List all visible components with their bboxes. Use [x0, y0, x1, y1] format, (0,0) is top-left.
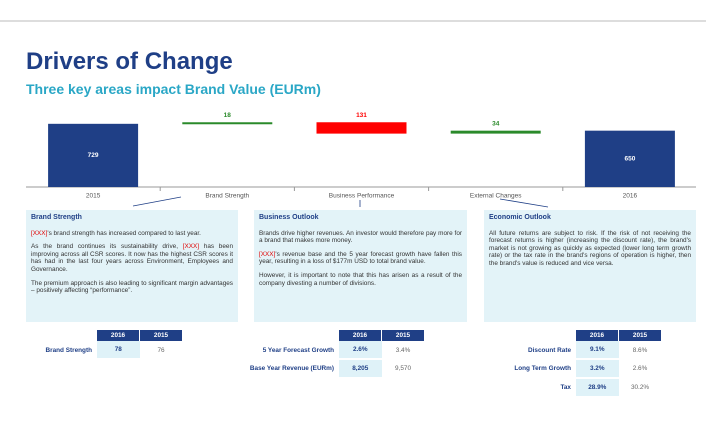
table-cell: 9,570 [395, 365, 411, 372]
header-cell: 2015 [618, 330, 662, 341]
subtitle: Three key areas impact Brand Value (EURm… [26, 81, 321, 97]
data-table: 2016 2015 Brand Strength 78 76 [36, 330, 183, 360]
table-cell: 9.1% [576, 341, 619, 360]
header-cell: 2016 [576, 330, 619, 341]
table-cell: 2.6% [339, 341, 382, 360]
header-cell: 2016 [97, 330, 140, 341]
value-label: 34 [492, 120, 500, 127]
text-run: [XXX] [31, 229, 48, 237]
paragraph: All future returns are subject to risk. … [489, 230, 691, 268]
text-panel: Economic Outlook All future returns are s… [484, 210, 696, 322]
x-tick-label: 2015 [86, 193, 101, 200]
paragraph: [XXX]'s revenue base and the 5 year fore… [259, 251, 462, 266]
x-tick-label: External Changes [470, 193, 522, 200]
table-row: Discount Rate 9.1% 8.6% [470, 341, 662, 360]
paragraph: [XXX]'s brand strength has increased com… [31, 230, 233, 238]
paragraph: As the brand continues its sustainabilit… [31, 243, 233, 273]
table-cell: 3.4% [395, 346, 411, 354]
value-label: 650 [624, 156, 635, 163]
connector [499, 198, 549, 208]
header-row: 2016 2015 [240, 330, 425, 341]
text-run: has been improving across all CSR scores… [31, 243, 234, 273]
paragraph: Brands drive higher revenues. An investo… [259, 230, 462, 245]
table-row: Base Year Revenue (EURm) 8,205 9,570 [240, 359, 425, 379]
row-label: Tax [560, 384, 571, 391]
text-run: 's revenue base and the 5 year forecast … [259, 250, 462, 266]
table-cell: 2.6% [632, 365, 648, 372]
header-cell: 2015 [139, 330, 183, 341]
header-blank [36, 330, 97, 341]
row-label: Discount Rate [528, 346, 571, 354]
text-run: 's brand strength has increased compared… [47, 229, 201, 237]
text-run: However, it is important to note that th… [259, 271, 462, 287]
x-tick-label: Business Performance [329, 193, 395, 200]
data-table: 2016 2015 Discount Rate 9.1% 8.6% Long Term G… [470, 330, 662, 398]
table-row: Brand Strength 78 76 [36, 341, 183, 360]
paragraph: The premium approach is also leading to … [31, 280, 233, 295]
row-label: Brand Strength [45, 346, 92, 354]
panel-heading: Business Outlook [259, 214, 319, 221]
text-run: [XXX] [182, 243, 200, 251]
connector [132, 196, 182, 207]
text-run: [XXX] [259, 250, 276, 258]
table-row: 5 Year Forecast Growth 2.6% 3.4% [240, 341, 425, 360]
header-blank [240, 330, 339, 341]
row-label: Long Term Growth [514, 365, 571, 372]
value-label: 18 [224, 112, 232, 119]
table-cell: 78 [97, 341, 140, 360]
row-label: Base Year Revenue (EURm) [249, 365, 334, 372]
table-cell: 3.2% [576, 359, 619, 379]
paragraph: However, it is important to note that th… [259, 272, 462, 287]
text-panel: Brand Strength [XXX]'s brand strength has… [26, 210, 238, 322]
value-label: 729 [88, 152, 99, 159]
header-row: 2016 2015 [36, 330, 183, 341]
bar [584, 130, 675, 187]
table-cell: 8.6% [632, 346, 648, 354]
data-table: 2016 2015 5 Year Forecast Growth 2.6% 3.4% Ba… [240, 330, 425, 379]
bar [316, 122, 407, 134]
table-cell: 30.2% [630, 384, 650, 391]
header-blank [470, 330, 576, 341]
text-panel: Business Outlook Brands drive higher reve… [254, 210, 467, 322]
value-label: 131 [356, 112, 367, 119]
text-run: Brands drive higher revenues. An investo… [259, 229, 462, 245]
bar [182, 122, 273, 125]
table-cell: 8,205 [339, 359, 382, 379]
text-run: The premium approach is also leading to … [31, 279, 233, 295]
header-row: 2016 2015 [470, 330, 662, 341]
table-cell: 28.9% [576, 378, 619, 398]
table-row: Tax 28.9% 30.2% [470, 378, 662, 398]
header-cell: 2015 [381, 330, 425, 341]
table-cell: 76 [157, 346, 165, 354]
text-run: As the brand continues its sustainabilit… [31, 243, 183, 251]
title: Drivers of Change [26, 48, 233, 75]
text-run: All future returns are subject to risk. … [489, 229, 691, 267]
bar [48, 123, 139, 187]
x-tick-label: Brand Strength [205, 193, 249, 200]
x-tick-label: 2016 [623, 193, 638, 200]
row-label: 5 Year Forecast Growth [262, 346, 334, 354]
header-cell: 2016 [339, 330, 382, 341]
table-row: Long Term Growth 3.2% 2.6% [470, 359, 662, 379]
bar [450, 130, 541, 134]
panel-heading: Brand Strength [31, 214, 82, 221]
panel-heading: Economic Outlook [489, 214, 551, 221]
